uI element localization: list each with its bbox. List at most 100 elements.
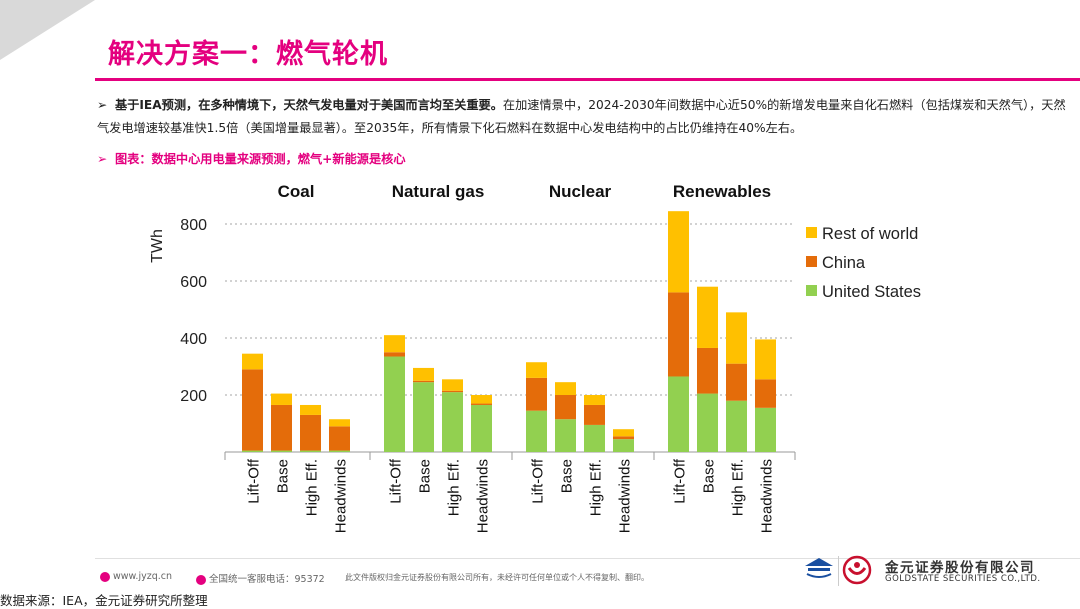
bar-segment xyxy=(329,426,350,451)
slide-title: 解决方案一：燃气轮机 xyxy=(108,39,388,70)
bar-segment xyxy=(271,450,292,452)
group-label: Coal xyxy=(278,182,315,201)
bar-segment xyxy=(329,450,350,452)
category-label: High Eff. xyxy=(588,459,605,516)
category-label: Headwinds xyxy=(759,459,776,533)
group-logo-caption: ​ xyxy=(797,580,843,586)
bar-segment xyxy=(442,390,463,393)
legend-label: United States xyxy=(822,283,921,301)
summary-paragraph: ➢ 基于IEA预测，在多种情境下，天然气发电量对于美国而言均至关重要。在加速情景中… xyxy=(97,94,1067,140)
bar-segment xyxy=(242,450,263,452)
bar-segment xyxy=(613,439,634,452)
legend-label: Rest of world xyxy=(822,225,918,243)
company-name-cn: 金元证券股份有限公司 xyxy=(885,560,1035,576)
bar-segment xyxy=(697,286,718,348)
category-label: Lift-Off xyxy=(530,458,547,504)
bar-segment xyxy=(413,380,434,383)
category-label: Headwinds xyxy=(475,459,492,533)
legend-label: China xyxy=(822,254,866,272)
category-label: High Eff. xyxy=(730,459,747,516)
logo-separator xyxy=(838,556,839,586)
group-label: Nuclear xyxy=(549,182,612,201)
category-label: Base xyxy=(559,459,576,493)
bar-segment xyxy=(300,404,321,415)
bar-segment xyxy=(271,393,292,405)
company-name-en: GOLDSTATE SECURITIES CO.,LTD. xyxy=(885,574,1041,584)
bar-segment xyxy=(526,377,547,411)
bar-segment xyxy=(442,392,463,452)
footer-divider xyxy=(95,558,1080,559)
data-source: 数据来源：IEA，金元证券研究所整理 xyxy=(0,593,208,608)
category-label: High Eff. xyxy=(446,459,463,516)
category-label: Base xyxy=(275,459,292,493)
group-label: Renewables xyxy=(673,182,771,201)
bar-segment xyxy=(271,404,292,451)
bar-segment xyxy=(755,379,776,408)
bar-segment xyxy=(442,379,463,391)
bar-segment xyxy=(697,347,718,394)
y-tick-label: 800 xyxy=(180,217,207,234)
category-label: Base xyxy=(417,459,434,493)
bar-segment xyxy=(329,419,350,427)
bar-segment xyxy=(726,400,747,452)
bar-segment xyxy=(697,393,718,452)
y-tick-label: 200 xyxy=(180,388,207,405)
title-divider xyxy=(95,78,1080,81)
bar-segment xyxy=(413,382,434,452)
corner-decoration xyxy=(0,0,95,60)
bar-segment xyxy=(555,395,576,420)
bar-segment xyxy=(613,429,634,437)
category-label: High Eff. xyxy=(304,459,321,516)
bar-segment xyxy=(755,407,776,452)
bar-segment xyxy=(300,414,321,451)
bar-segment xyxy=(584,404,605,425)
y-tick-label: 600 xyxy=(180,274,207,291)
category-label: Lift-Off xyxy=(388,458,405,504)
chart-heading: ➢ 图表：数据中心用电量来源预测，燃气+新能源是核心 xyxy=(97,149,406,167)
bar-segment xyxy=(555,382,576,395)
arrow-bullet-icon: ➢ xyxy=(97,98,108,112)
bar-segment xyxy=(384,335,405,353)
category-label: Headwinds xyxy=(333,459,350,533)
footer-hotline: 全国统一客服电话：95372 xyxy=(196,571,325,585)
category-label: Lift-Off xyxy=(246,458,263,504)
legend-swatch xyxy=(806,285,817,296)
category-label: Lift-Off xyxy=(672,458,689,504)
y-tick-label: 400 xyxy=(180,331,207,348)
bar-segment xyxy=(555,419,576,452)
bar-segment xyxy=(242,369,263,451)
bar-segment xyxy=(668,211,689,293)
bar-segment xyxy=(526,362,547,378)
bar-segment xyxy=(471,395,492,404)
bar-segment xyxy=(384,352,405,357)
bar-segment xyxy=(471,404,492,452)
bar-segment xyxy=(584,395,605,405)
stacked-bar-chart: 200 400 600 800 TWh Coal Lift-Off Base High Eff.… xyxy=(149,182,921,533)
goldstate-logo-icon xyxy=(842,555,872,585)
bar-segment xyxy=(526,410,547,452)
footer-copyright: 此文件版权归金元证券股份有限公司所有，未经许可任何单位或个人不得复制、翻印。 xyxy=(345,573,649,582)
arrow-bullet-icon: ➢ xyxy=(97,152,108,166)
footer-website[interactable]: www.jyzq.cn xyxy=(100,571,172,582)
bar-segment xyxy=(668,376,689,452)
globe-icon xyxy=(100,571,110,582)
legend-swatch xyxy=(806,227,817,238)
legend-swatch xyxy=(806,256,817,267)
bar-segment xyxy=(242,353,263,370)
bar-segment xyxy=(384,356,405,452)
bar-segment xyxy=(726,312,747,364)
bar-segment xyxy=(726,363,747,401)
bar-segment xyxy=(471,403,492,405)
bar-segment xyxy=(668,292,689,377)
summary-text: 在加速情景中，2024-2030年间数据中心近50%的新增发电量来自化石燃料（包… xyxy=(97,98,1066,135)
category-label: Headwinds xyxy=(617,459,634,533)
bar-segment xyxy=(755,339,776,380)
bar-segment xyxy=(413,367,434,381)
category-label: Base xyxy=(701,459,718,493)
y-axis-label: TWh xyxy=(149,229,166,263)
bar-segment xyxy=(300,450,321,452)
bar-segment xyxy=(613,436,634,440)
group-logo-icon xyxy=(805,558,833,578)
chart-heading-text: 图表：数据中心用电量来源预测，燃气+新能源是核心 xyxy=(115,152,406,166)
group-label: Natural gas xyxy=(392,182,485,201)
